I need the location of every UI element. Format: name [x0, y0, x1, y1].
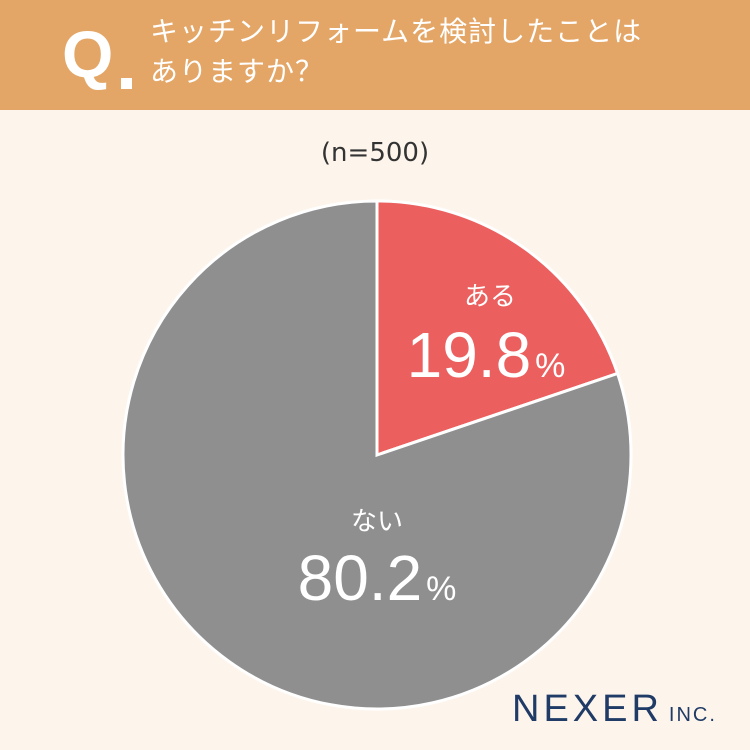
pie-slice-aru [375, 199, 620, 458]
slice-value-nai: 80.2% [298, 542, 457, 614]
nexer-logo: NEXER INC. [512, 688, 717, 731]
question-header: Q キッチンリフォームを検討したことは ありますか？ [0, 0, 750, 110]
pie-slice-nai [121, 199, 633, 711]
logo-suffix: INC. [668, 704, 717, 726]
question-line-2: ありますか？ [150, 55, 325, 88]
question-text: キッチンリフォームを検討したことは ありますか？ [150, 12, 730, 92]
sample-size: (n=500) [320, 138, 430, 168]
slice-value-aru: 19.8% [407, 319, 566, 391]
logo-name: NEXER [512, 688, 663, 730]
q-dot [121, 78, 132, 89]
q-mark: Q [62, 17, 114, 91]
question-line-1: キッチンリフォームを検討したことは [150, 15, 643, 48]
slice-label-aru: ある [464, 282, 516, 312]
slice-label-nai: ない [351, 507, 403, 537]
